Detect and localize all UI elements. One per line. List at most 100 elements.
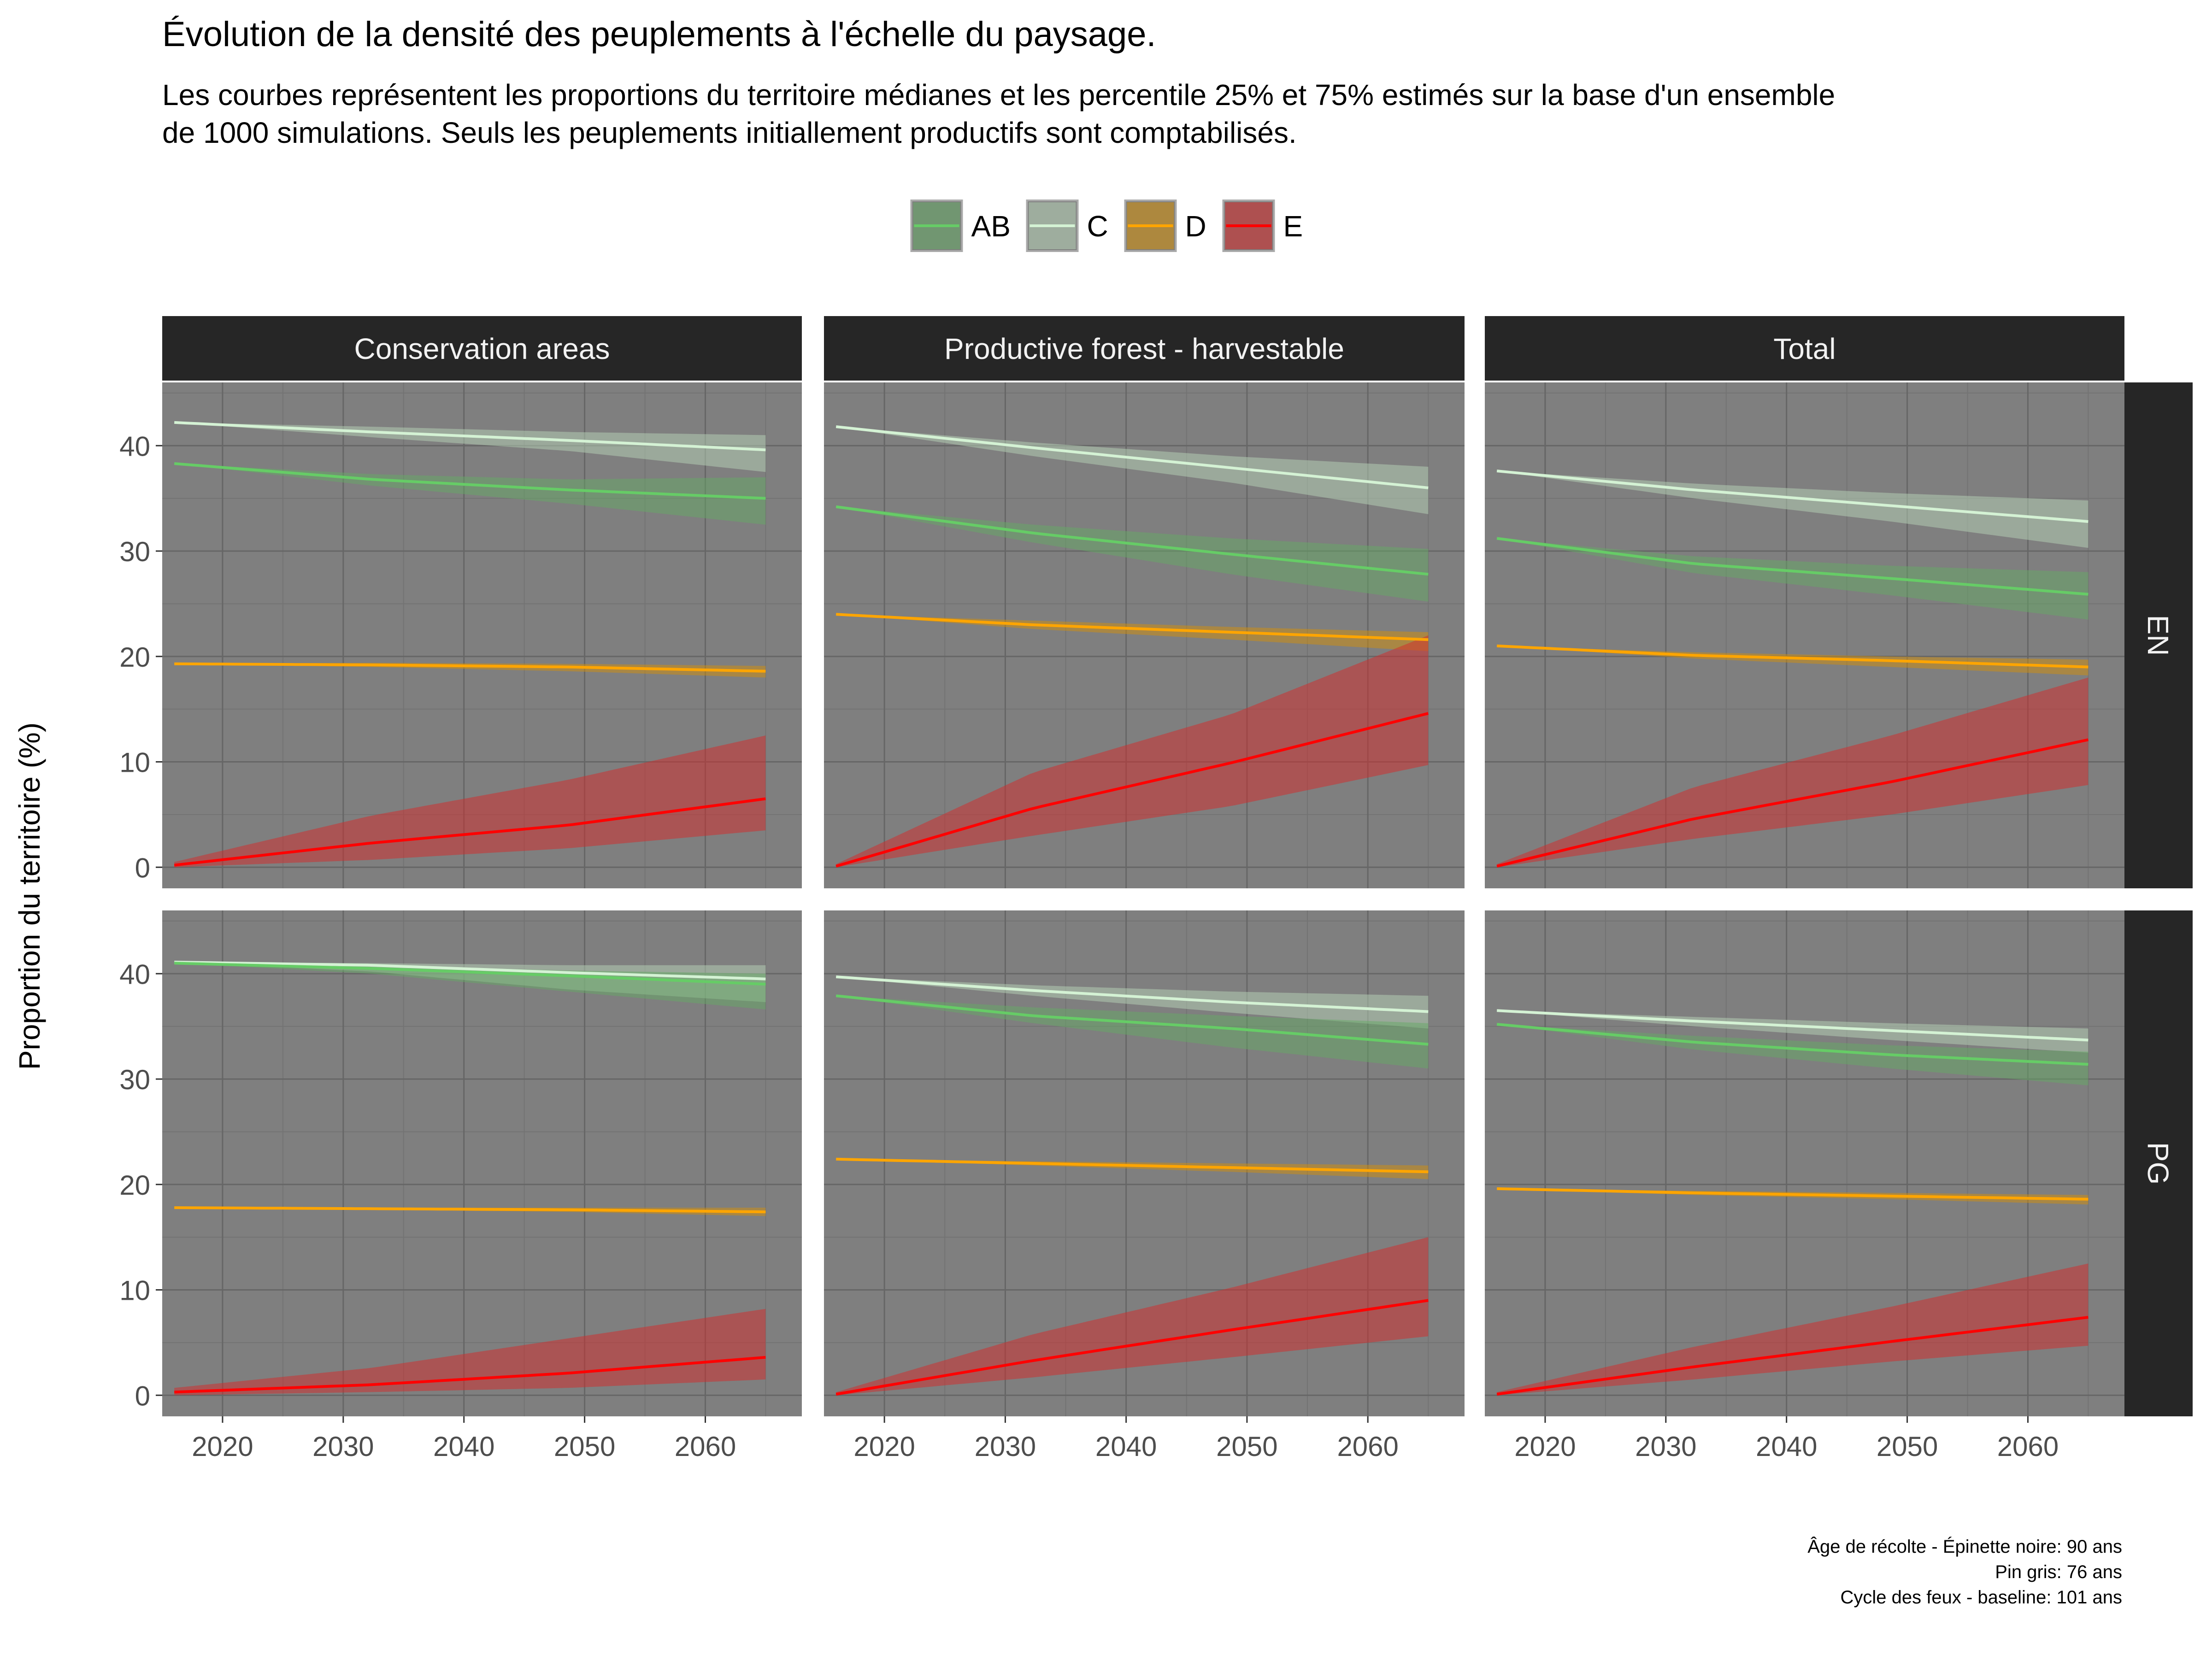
ribbon-ab — [1497, 1024, 2088, 1086]
ribbon-e — [174, 735, 766, 868]
ribbon-d — [836, 1159, 1429, 1180]
y-tick-label: 40 — [119, 431, 150, 462]
median-line-c — [174, 961, 766, 980]
chart-subtitle-line-1: Les courbes représentent les proportions… — [162, 78, 1835, 112]
legend-item-c: C — [1026, 200, 1108, 252]
median-line-d — [1497, 1187, 2088, 1201]
facet-strip-background — [2124, 910, 2193, 1416]
y-tick-label: 10 — [119, 747, 150, 778]
median-line-ab — [1496, 1023, 2088, 1066]
panel-en-productive-forest-harvestable — [824, 382, 1465, 888]
median-line-ab — [835, 994, 1429, 1046]
legend-item-ab: AB — [910, 200, 1011, 252]
facet-strip-background — [162, 316, 802, 381]
ribbon-c — [836, 427, 1429, 514]
median-line-d — [836, 613, 1429, 641]
panel-en-total — [1485, 382, 2124, 888]
ribbon-c — [1497, 1010, 2088, 1053]
facet-strip-row-pg: PG — [2124, 910, 2193, 1416]
legend-label-e: E — [1283, 210, 1303, 243]
facet-strip-background — [2124, 382, 2193, 888]
x-tick-label: 2050 — [554, 1431, 615, 1462]
y-tick-label: 30 — [119, 536, 150, 567]
median-line-e — [1496, 1316, 2088, 1396]
panel-en-conservation-areas: 0 10 20 30 40 — [119, 382, 802, 888]
x-tick-label: 2020 — [853, 1431, 915, 1462]
facet-strip-col-productive-forest-harvestable: Productive forest - harvestable — [824, 316, 1465, 381]
x-tick-label: 2040 — [1756, 1431, 1817, 1462]
x-tick-label: 2020 — [192, 1431, 253, 1462]
facet-strip-background — [824, 316, 1465, 381]
median-line-c — [174, 421, 766, 452]
x-tick-label: 2020 — [1514, 1431, 1576, 1462]
median-line-e — [835, 712, 1429, 868]
median-line-d — [836, 1157, 1429, 1174]
y-tick-label: 0 — [135, 1380, 150, 1411]
median-line-d — [174, 662, 766, 673]
median-line-c — [1496, 470, 2088, 523]
x-tick-label: 2040 — [1095, 1431, 1157, 1462]
facet-strip-label: PG — [2141, 1142, 2175, 1185]
ribbon-c — [174, 422, 766, 472]
x-tick-label: 2030 — [1635, 1431, 1696, 1462]
ribbon-e — [836, 635, 1429, 868]
ribbon-c — [836, 977, 1429, 1029]
x-tick-label: 2060 — [1337, 1431, 1398, 1462]
chart-subtitle-line-2: de 1000 simulations. Seuls les peuplemen… — [162, 116, 1297, 149]
y-tick-label: 10 — [119, 1275, 150, 1306]
legend-label-ab: AB — [971, 210, 1011, 243]
median-line-d — [174, 1206, 766, 1214]
ribbon-ab — [836, 506, 1429, 602]
ribbon-c — [1497, 471, 2088, 548]
legend-item-e: E — [1222, 200, 1303, 252]
ribbon-e — [836, 1237, 1429, 1396]
x-tick-label: 2050 — [1877, 1431, 1938, 1462]
facet-panels: Conservation areas Productive forest - ha… — [119, 316, 2193, 1462]
x-tick-label: 2050 — [1216, 1431, 1277, 1462]
median-line-e — [835, 1299, 1429, 1396]
y-tick-label: 20 — [119, 642, 150, 673]
facet-strip-col-total: Total — [1485, 316, 2124, 381]
y-tick-label: 40 — [119, 959, 150, 990]
facet-strip-background — [1485, 316, 2124, 381]
x-tick-label: 2040 — [433, 1431, 494, 1462]
facet-strip-row-en: EN — [2124, 382, 2193, 888]
median-line-c — [835, 975, 1429, 1013]
ribbon-ab — [836, 996, 1429, 1069]
facet-strip-label: Total — [1773, 332, 1835, 365]
facet-strip-label: Productive forest - harvestable — [944, 332, 1344, 365]
x-tick-label: 2030 — [312, 1431, 374, 1462]
y-axis-label: Proportion du territoire (%) — [13, 722, 46, 1070]
panel-pg-productive-forest-harvestable: 2020 2030 2040 2050 2060 — [824, 910, 1465, 1462]
legend-label-d: D — [1185, 210, 1206, 243]
median-line-e — [174, 1356, 766, 1394]
ribbon-e — [1497, 1263, 2088, 1396]
ribbon-e — [1497, 677, 2088, 868]
median-line-e — [1496, 738, 2089, 868]
caption-line-1: Âge de récolte - Épinette noire: 90 ans — [1807, 1536, 2122, 1557]
panel-pg-total: 2020 2030 2040 2050 2060 — [1485, 910, 2124, 1462]
median-line-ab — [174, 462, 766, 500]
ribbon-ab — [174, 464, 766, 525]
median-line-ab — [835, 505, 1429, 576]
x-tick-label: 2060 — [675, 1431, 736, 1462]
legend: AB C D E — [910, 200, 1303, 252]
ribbon-e — [174, 1309, 766, 1396]
chart-title: Évolution de la densité des peuplements … — [162, 15, 1156, 54]
x-tick-label: 2060 — [1997, 1431, 2059, 1462]
median-line-ab — [1496, 537, 2088, 596]
median-line-c — [835, 425, 1429, 489]
median-line-c — [1497, 1009, 2088, 1042]
x-tick-label: 2030 — [975, 1431, 1036, 1462]
median-line-ab — [174, 962, 766, 986]
ribbon-d — [174, 663, 766, 678]
caption-line-2: Pin gris: 76 ans — [1995, 1562, 2122, 1582]
facet-strip-col-conservation-areas: Conservation areas — [162, 316, 802, 381]
caption-line-3: Cycle des feux - baseline: 101 ans — [1841, 1587, 2122, 1608]
legend-item-d: D — [1124, 200, 1206, 252]
facet-strip-label: EN — [2141, 615, 2175, 656]
y-tick-label: 30 — [119, 1064, 150, 1095]
